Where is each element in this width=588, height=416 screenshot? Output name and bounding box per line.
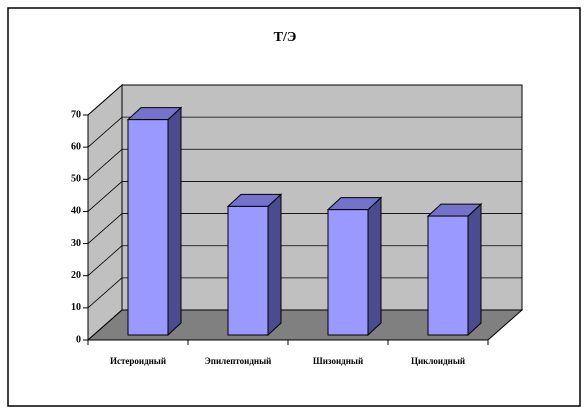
grid-line	[87, 213, 123, 244]
bar	[327, 209, 369, 336]
bar-side	[467, 202, 482, 337]
x-tick-label: Циклоидный	[411, 356, 465, 366]
bar-side	[267, 193, 282, 337]
y-tick-label: 60	[71, 141, 81, 152]
x-tick-label: Эпилептоидный	[205, 356, 272, 366]
bar	[427, 215, 469, 336]
bar-side	[367, 196, 382, 337]
grid-line	[87, 309, 123, 341]
chart-title: Т/Э	[274, 30, 297, 45]
bar	[127, 119, 169, 336]
grid-line	[87, 148, 123, 180]
y-tick-label: 10	[71, 302, 81, 313]
y-tick-label: 70	[71, 109, 81, 120]
grid-line	[87, 116, 123, 148]
bar-side	[167, 106, 182, 337]
y-tick-label: 40	[71, 206, 81, 217]
y-tick-label: 20	[71, 270, 81, 281]
grid-line	[87, 181, 123, 212]
y-tick-label: 30	[71, 238, 81, 249]
bar	[227, 205, 269, 336]
x-tick-label: Шизоидный	[313, 356, 363, 366]
y-tick-label: 50	[71, 174, 81, 185]
y-tick-label: 0	[76, 334, 81, 345]
x-tick-label: Истероидный	[110, 356, 166, 366]
grid-line	[87, 84, 123, 116]
side-wall	[87, 83, 123, 342]
grid-line	[87, 245, 123, 277]
grid-line	[87, 277, 123, 309]
